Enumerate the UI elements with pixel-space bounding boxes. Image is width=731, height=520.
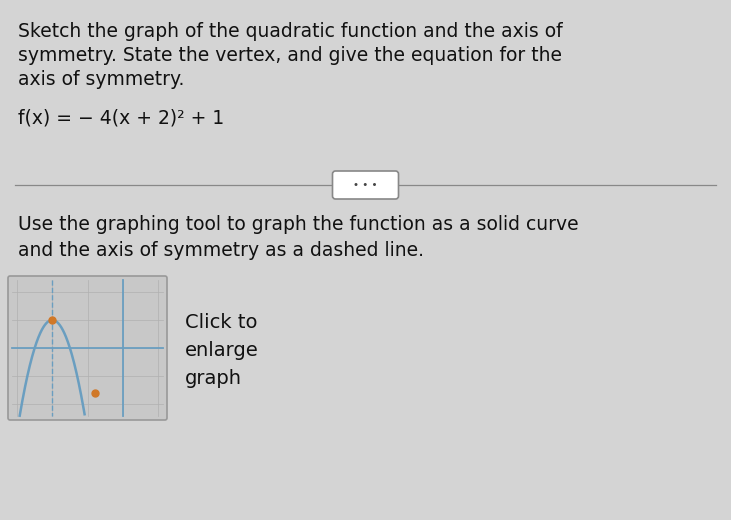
Text: symmetry. State the vertex, and give the equation for the: symmetry. State the vertex, and give the… [18, 46, 562, 65]
Text: Sketch the graph of the quadratic function and the axis of: Sketch the graph of the quadratic functi… [18, 22, 563, 41]
Text: • • •: • • • [353, 180, 378, 190]
Text: Use the graphing tool to graph the function as a solid curve: Use the graphing tool to graph the funct… [18, 215, 579, 234]
FancyBboxPatch shape [333, 171, 398, 199]
Text: graph: graph [185, 369, 242, 388]
Text: enlarge: enlarge [185, 341, 259, 360]
Text: axis of symmetry.: axis of symmetry. [18, 70, 184, 89]
Text: and the axis of symmetry as a dashed line.: and the axis of symmetry as a dashed lin… [18, 241, 424, 260]
Text: f(x) = − 4(x + 2)² + 1: f(x) = − 4(x + 2)² + 1 [18, 108, 224, 127]
FancyBboxPatch shape [8, 276, 167, 420]
Text: Click to: Click to [185, 313, 257, 332]
